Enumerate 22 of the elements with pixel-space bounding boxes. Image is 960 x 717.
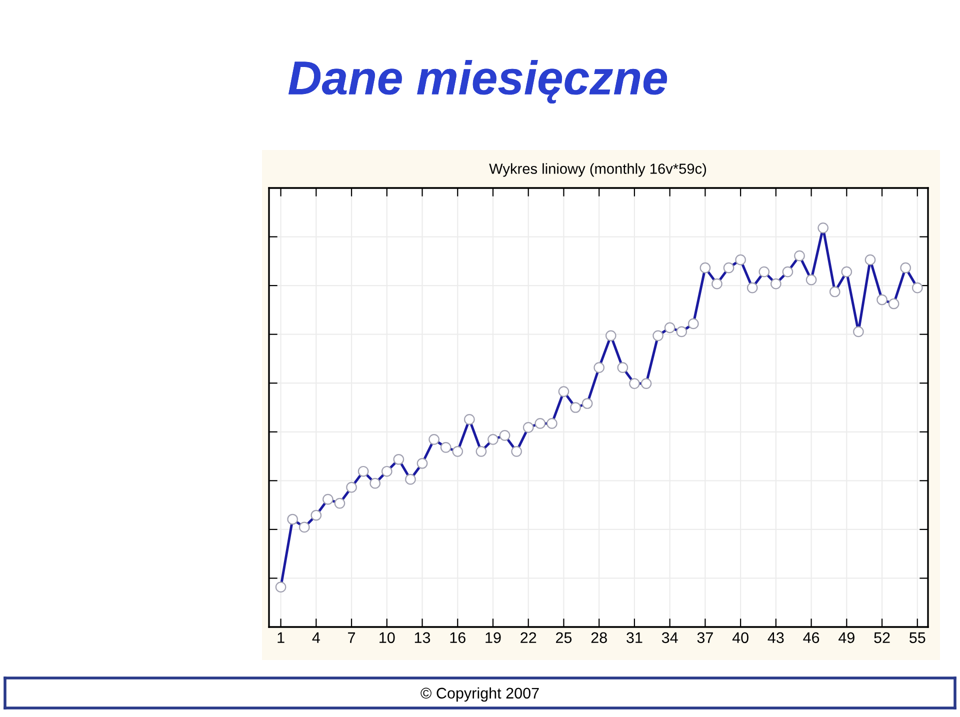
x-tick-label: 40 (732, 632, 748, 644)
x-tick-label: 19 (486, 632, 501, 644)
x-tick-label: 43 (768, 632, 784, 644)
x-tick-label: 16 (450, 632, 466, 644)
x-tick-label: 46 (803, 632, 820, 644)
x-tick-label: 52 (874, 632, 890, 644)
x-tick-label: 49 (838, 632, 854, 644)
x-tick-label: 55 (910, 632, 926, 644)
x-tick-label: 31 (626, 632, 642, 644)
x-tick-label: 22 (520, 632, 536, 643)
x-tick-label: 4 (312, 632, 320, 643)
x-tick-label: 1 (278, 632, 284, 643)
x-tick-label: 10 (380, 632, 395, 644)
x-tick-label: 7 (348, 632, 356, 643)
x-tick-label: 37 (697, 632, 713, 644)
x-tick-label: 28 (591, 632, 607, 644)
text: © Copyright 2007 (420, 687, 539, 702)
x-tick-label: 13 (414, 632, 430, 644)
x-tick-label: 34 (662, 632, 678, 644)
x-tick-label: 25 (556, 632, 572, 644)
chart-subtitle: Wykres liniowy (monthly 16v*59c) (489, 163, 706, 177)
chart-title: Dane miesięczne (288, 60, 670, 106)
